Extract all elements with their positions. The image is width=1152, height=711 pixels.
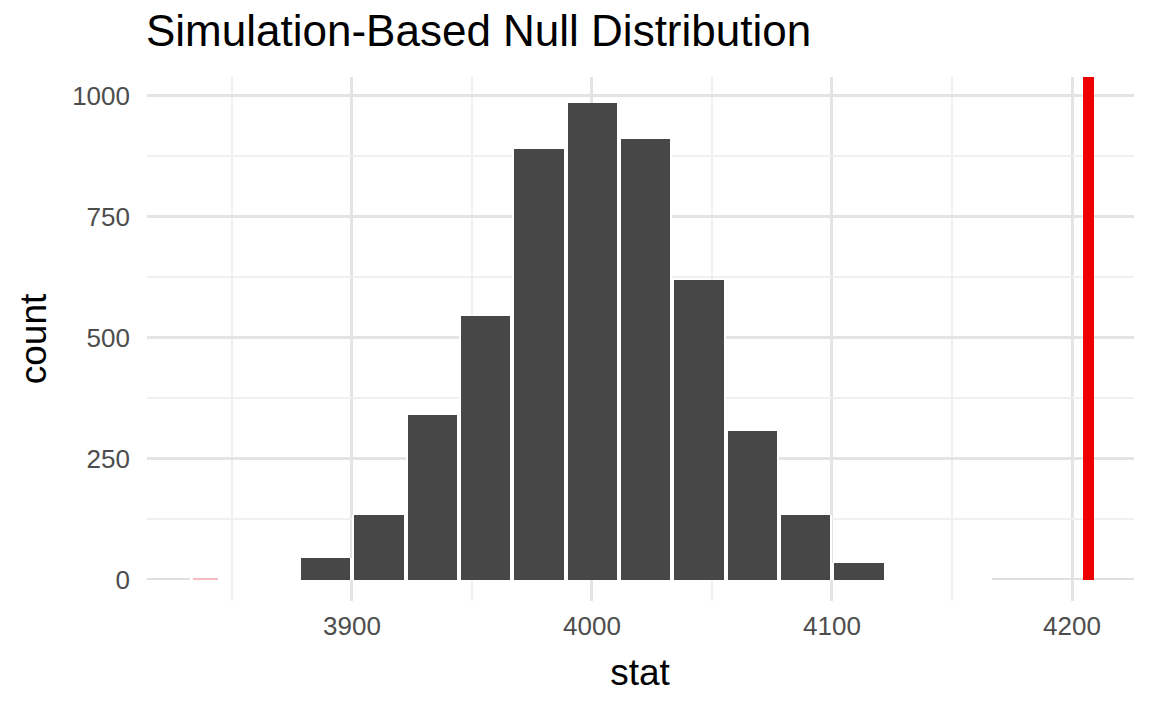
x-tick-label: 3900 bbox=[323, 613, 381, 639]
histogram-bar bbox=[299, 558, 352, 580]
y-tick-label: 500 bbox=[0, 325, 130, 351]
histogram-bar bbox=[779, 515, 832, 580]
histogram-bar bbox=[459, 316, 512, 580]
near-zero-bar-mark bbox=[147, 578, 190, 581]
histogram-bar bbox=[406, 415, 459, 580]
histogram-bar bbox=[566, 103, 619, 580]
y-tick-label: 750 bbox=[0, 204, 130, 230]
plot-panel bbox=[147, 77, 1134, 601]
histogram-bar bbox=[726, 431, 779, 580]
x-axis-title: stat bbox=[610, 652, 670, 694]
x-tick-label: 4100 bbox=[803, 613, 861, 639]
x-tick-label: 4000 bbox=[563, 613, 621, 639]
x-tick-label: 4200 bbox=[1043, 613, 1101, 639]
histogram-bar bbox=[672, 280, 725, 580]
y-tick-label: 1000 bbox=[0, 83, 130, 109]
y-tick-label: 250 bbox=[0, 446, 130, 472]
near-zero-bar-mark bbox=[193, 578, 218, 581]
observed-stat-line bbox=[1083, 77, 1094, 580]
y-gridline-major bbox=[147, 94, 1134, 97]
y-tick-label: 0 bbox=[0, 567, 130, 593]
near-zero-bar-mark bbox=[992, 578, 1133, 581]
histogram-bar bbox=[352, 515, 405, 580]
histogram-figure: Simulation-Based Null Distribution count… bbox=[0, 0, 1152, 711]
histogram-bar bbox=[832, 563, 885, 580]
histogram-bar bbox=[512, 149, 565, 580]
histogram-bar bbox=[619, 139, 672, 580]
chart-title: Simulation-Based Null Distribution bbox=[146, 7, 811, 55]
